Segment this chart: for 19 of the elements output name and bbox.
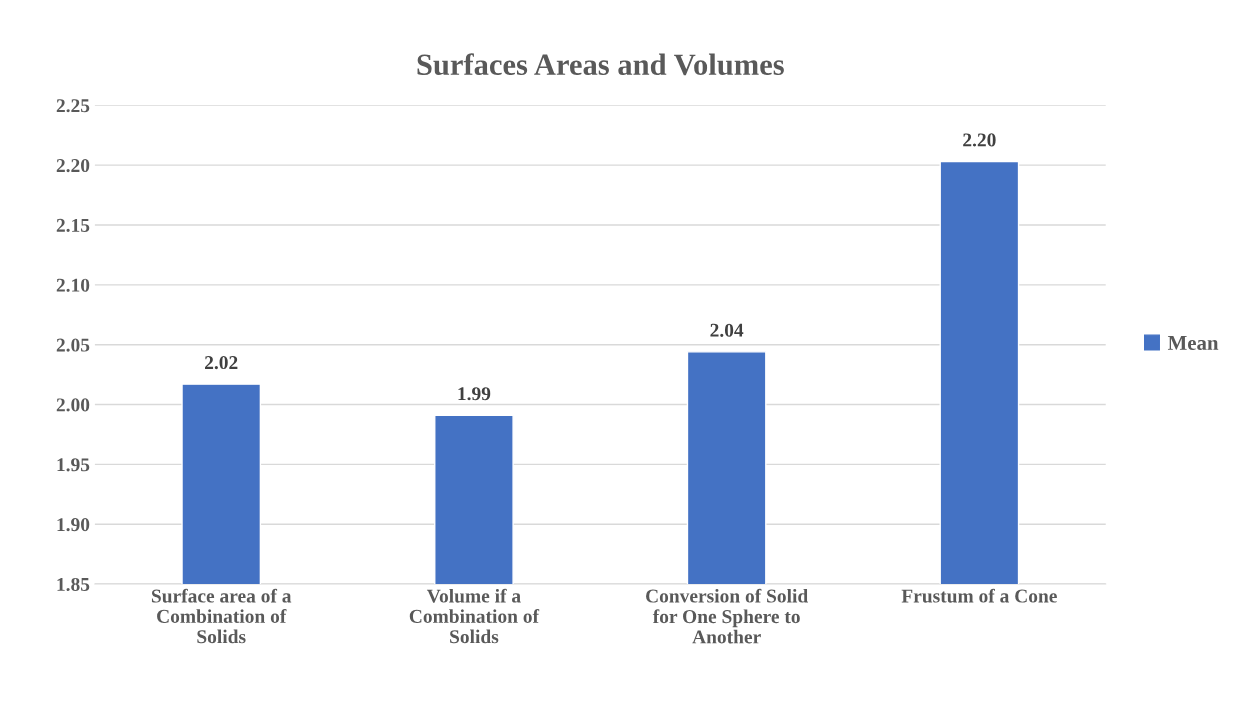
x-tick-label: Conversion of Solid for One Sphere to Another (646, 588, 808, 644)
x-tick-label: Frustum of a Cone (901, 588, 1057, 603)
data-label: 1.99 (458, 387, 491, 401)
data-label: 2.04 (710, 323, 744, 337)
data-label: 2.02 (205, 356, 238, 370)
y-tick-label: 2.00 (56, 398, 90, 412)
legend-label: Mean (1167, 336, 1219, 350)
y-tick-label: 1.95 (57, 458, 90, 472)
x-tick-label: Surface area of a Combination of Solids (151, 588, 292, 644)
y-tick-label: 2.05 (56, 338, 90, 352)
y-tick-label: 2.25 (56, 99, 90, 113)
y-tick-label: 2.15 (56, 218, 90, 233)
x-tick-label: Volume if a Combination of Solids (409, 588, 540, 644)
y-tick-label: 1.85 (57, 577, 90, 592)
chart-title: Surfaces Areas and Volumes (417, 53, 784, 76)
y-tick-label: 2.20 (56, 158, 90, 173)
data-label: 2.20 (963, 133, 996, 147)
y-tick-label: 2.10 (56, 278, 90, 292)
y-tick-label: 1.90 (57, 518, 90, 532)
